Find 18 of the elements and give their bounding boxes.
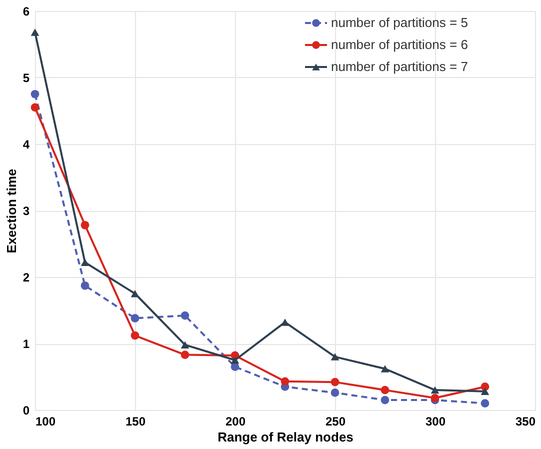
y-tick-label: 4 (22, 138, 30, 152)
x-tick-label: 250 (325, 414, 346, 428)
y-tick-label: 1 (22, 337, 30, 351)
x-tick-label: 350 (515, 414, 536, 428)
x-tick-label: 300 (425, 414, 446, 428)
legend-label: number of partitions = 6 (331, 37, 468, 52)
y-tick-label: 3 (22, 204, 30, 218)
x-tick-label: 150 (125, 414, 146, 428)
y-axis-title: Exection time (4, 168, 19, 254)
y-tick-label: 0 (22, 404, 30, 418)
legend-label: number of partitions = 5 (331, 15, 468, 30)
x-axis-title: Range of Relay nodes (218, 430, 354, 444)
y-tick-label: 6 (22, 4, 30, 18)
legend-label: number of partitions = 7 (331, 59, 468, 74)
x-tick-label: 200 (225, 414, 246, 428)
y-tick-label: 5 (22, 71, 30, 85)
y-tick-label: 2 (22, 270, 30, 284)
x-tick-label: 100 (36, 414, 56, 428)
